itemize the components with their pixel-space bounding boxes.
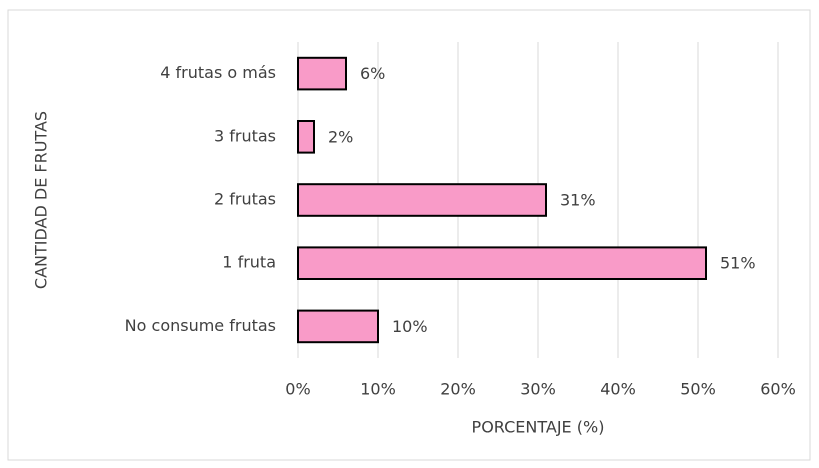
- data-label: 31%: [560, 191, 596, 210]
- chart-frame: [7, 9, 811, 461]
- bar: [297, 120, 315, 154]
- x-tick-label: 60%: [760, 380, 796, 399]
- y-tick-label: 3 frutas: [214, 126, 276, 145]
- x-tick-label: 10%: [360, 380, 396, 399]
- x-tick-label: 0%: [285, 380, 310, 399]
- y-tick-label: 1 fruta: [222, 253, 276, 272]
- x-tick-label: 40%: [600, 380, 636, 399]
- data-label: 10%: [392, 317, 428, 336]
- y-tick-label: 4 frutas o más: [160, 63, 276, 82]
- bar: [297, 246, 707, 280]
- y-tick-label: No consume frutas: [125, 316, 276, 335]
- x-axis-label: PORCENTAJE (%): [472, 418, 605, 437]
- bar: [297, 183, 547, 217]
- data-label: 6%: [360, 64, 385, 83]
- y-tick-label: 2 frutas: [214, 190, 276, 209]
- x-tick-label: 20%: [440, 380, 476, 399]
- x-tick-label: 50%: [680, 380, 716, 399]
- bar: [297, 56, 347, 91]
- x-tick-label: 30%: [520, 380, 556, 399]
- bar: [297, 309, 379, 344]
- data-label: 2%: [328, 127, 353, 146]
- y-axis-label: CANTIDAD DE FRUTAS: [32, 111, 51, 289]
- data-label: 51%: [720, 254, 756, 273]
